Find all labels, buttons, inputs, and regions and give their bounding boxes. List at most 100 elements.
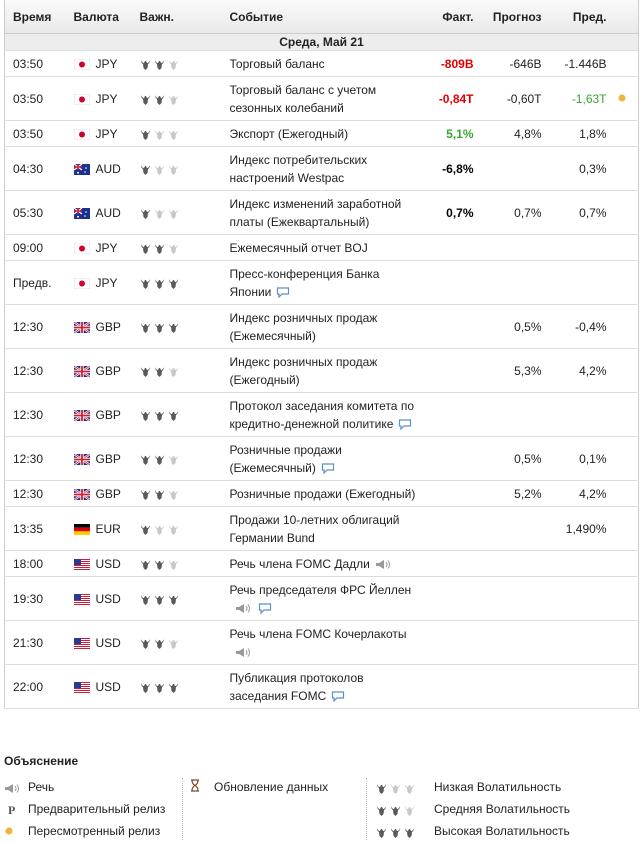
event: Торговый баланс xyxy=(229,56,325,71)
previous: -0,4% xyxy=(575,319,607,334)
previous-cell xyxy=(547,392,613,437)
currency-cell: JPY xyxy=(65,234,132,261)
marker-cell xyxy=(612,480,639,507)
comment-icon xyxy=(332,691,345,702)
legend-icon-box xyxy=(376,822,434,842)
time: 21:30 xyxy=(4,620,66,665)
forecast-cell: 5,3% xyxy=(479,348,548,393)
importance-cell xyxy=(131,120,222,147)
flag xyxy=(73,277,90,289)
event-row: 18:00 USD Речь члена FOMC Дадли xyxy=(4,550,639,577)
forecast: 0,5% xyxy=(514,319,542,334)
time: 05:30 xyxy=(4,190,66,235)
previous-cell: 0,3% xyxy=(547,146,613,191)
previous-cell xyxy=(547,620,613,665)
currency-cell: GBP xyxy=(65,436,132,481)
marker-cell xyxy=(612,550,639,577)
currency-cell: USD xyxy=(65,576,132,621)
previous: 4,2% xyxy=(579,363,607,378)
importance-cell xyxy=(131,348,222,393)
currency-cell: JPY xyxy=(65,50,132,77)
previous-cell: 1,490% xyxy=(547,506,613,551)
forecast: -646B xyxy=(509,56,542,71)
flag xyxy=(73,637,90,649)
time: 12:30 xyxy=(4,304,66,349)
importance xyxy=(140,322,178,333)
actual-cell: -0,84T xyxy=(421,76,480,121)
actual-cell xyxy=(421,392,480,437)
importance xyxy=(140,594,178,605)
currency-cell: AUD xyxy=(65,146,132,191)
speech-icon xyxy=(375,559,390,569)
event-row: 03:50 JPY Торговый баланс -809B -646B -1.446B xyxy=(4,50,639,77)
importance xyxy=(140,410,178,421)
event-row: 12:30 GBP Индекс розничных продаж (Ежегодн… xyxy=(4,348,639,393)
previous-cell: 0,7% xyxy=(547,190,613,235)
event-cell: Розничные продажи (Ежемесячный) xyxy=(221,436,422,481)
event-cell: Индекс розничных продаж (Ежегодный) xyxy=(221,348,422,393)
importance-cell xyxy=(131,392,222,437)
currency: USD xyxy=(95,635,121,650)
importance xyxy=(140,454,178,465)
comment-icon xyxy=(321,463,334,474)
time: 18:00 xyxy=(4,550,66,577)
divider xyxy=(366,778,367,840)
legend-label: Низкая Волатильность xyxy=(434,780,562,794)
currency-cell: USD xyxy=(65,664,132,709)
event-row: 12:30 GBP Розничные продажи (Ежегодный) 5,2… xyxy=(4,480,639,507)
currency: GBP xyxy=(95,319,121,334)
event-cell: Речь председателя ФРС Йеллен xyxy=(221,576,422,621)
flag xyxy=(73,453,90,465)
actual-cell: -809B xyxy=(421,50,480,77)
event-cell: Индекс розничных продаж (Ежемесячный) xyxy=(221,304,422,349)
currency-cell: GBP xyxy=(65,480,132,507)
event-cell: Торговый баланс с учетом сезонных колеба… xyxy=(221,76,422,121)
forecast-cell xyxy=(479,620,548,665)
previous-cell xyxy=(547,576,613,621)
forecast-cell xyxy=(479,550,548,577)
marker-cell xyxy=(612,120,639,147)
currency: JPY xyxy=(95,240,118,255)
event: Индекс розничных продаж (Ежегодный) xyxy=(229,354,378,387)
previous: 0,3% xyxy=(579,161,607,176)
table-body: Среда, Май 21 03:50 JPY Торговый баланс -809… xyxy=(4,33,639,709)
legend-icon-box xyxy=(190,778,214,798)
currency-cell: EUR xyxy=(65,506,132,551)
actual-cell xyxy=(421,304,480,349)
forecast-cell xyxy=(479,576,548,621)
forecast-cell xyxy=(479,664,548,709)
event: Торговый баланс с учетом сезонных колеба… xyxy=(229,82,377,115)
importance-cell xyxy=(131,620,222,665)
actual: 0,7% xyxy=(446,205,474,220)
event-cell: Продажи 10-летних облигаций Германии Bun… xyxy=(221,506,422,551)
event: Речь члена FOMC Кочерлакоты xyxy=(229,626,407,641)
comment-icon xyxy=(258,603,271,614)
flag xyxy=(73,365,90,377)
legend-label: Предварительный релиз xyxy=(28,802,166,816)
marker-cell xyxy=(612,392,639,437)
marker-cell xyxy=(612,506,639,551)
forecast: 5,3% xyxy=(514,363,542,378)
forecast-cell: 0,5% xyxy=(479,304,548,349)
previous-cell: 1,8% xyxy=(547,120,613,147)
flag xyxy=(73,58,90,70)
event-cell: Пресс-конференция Банка Японии xyxy=(221,260,422,305)
actual: -809B xyxy=(440,56,474,71)
event: Индекс потребительских настроений Westpa… xyxy=(229,152,368,185)
header-row: Время Валюта Важн. Событие Факт. Прогноз Пред. xyxy=(4,0,639,34)
importance xyxy=(140,243,178,254)
actual-cell xyxy=(421,436,480,481)
time: 19:30 xyxy=(4,576,66,621)
forecast-cell xyxy=(479,234,548,261)
event-cell: Публикация протоколов заседания FOMC xyxy=(221,664,422,709)
currency-cell: JPY xyxy=(65,120,132,147)
importance-cell xyxy=(131,50,222,77)
comment-icon xyxy=(277,287,290,298)
time: 13:35 xyxy=(4,506,66,551)
event-row: Предв. JPY Пресс-конференция Банка Японии xyxy=(4,260,639,305)
event: Пресс-конференция Банка Японии xyxy=(229,266,380,299)
flag xyxy=(73,242,90,254)
revised-icon xyxy=(618,94,625,101)
actual-cell: 5,1% xyxy=(421,120,480,147)
event-row: 03:50 JPY Торговый баланс с учетом сезонны… xyxy=(4,76,639,121)
